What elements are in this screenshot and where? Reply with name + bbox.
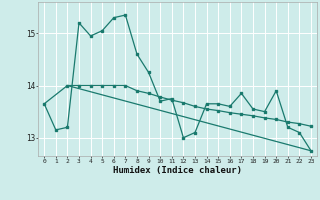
- X-axis label: Humidex (Indice chaleur): Humidex (Indice chaleur): [113, 166, 242, 175]
